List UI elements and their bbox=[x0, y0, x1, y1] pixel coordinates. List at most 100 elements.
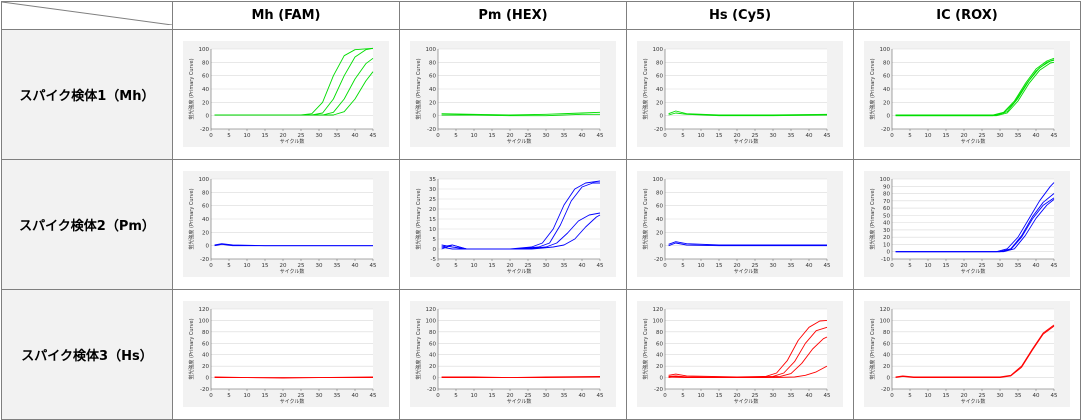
x-tick-label: 30 bbox=[770, 133, 777, 139]
y-tick-label: -20 bbox=[200, 257, 209, 263]
y-tick-label: 0 bbox=[887, 113, 891, 119]
chart-cell: -20 0 20 40 60 80 100 0 5 10 15 20 25 30 35 40 45 サイクル数 蛍光… bbox=[626, 29, 854, 160]
x-tick-label: 20 bbox=[280, 263, 287, 269]
x-tick-label: 35 bbox=[788, 263, 795, 269]
x-tick-label: 15 bbox=[716, 133, 723, 139]
x-tick-label: 25 bbox=[525, 393, 532, 399]
x-tick-label: 15 bbox=[489, 263, 496, 269]
y-tick-label: 80 bbox=[429, 60, 436, 66]
x-tick-label: 35 bbox=[334, 263, 341, 269]
y-tick-label: 60 bbox=[656, 341, 663, 347]
x-tick-label: 45 bbox=[824, 133, 831, 139]
x-tick-label: 5 bbox=[227, 133, 231, 139]
y-tick-label: 20 bbox=[202, 364, 209, 370]
y-tick-label: 20 bbox=[883, 235, 890, 241]
amplification-curve bbox=[441, 111, 601, 115]
y-tick-label: 100 bbox=[653, 47, 664, 53]
x-tick-label: 45 bbox=[824, 393, 831, 399]
chart-cell: -20 0 20 40 60 80 100 0 5 10 15 20 25 30 35 40 45 サイクル数 蛍光… bbox=[853, 29, 1081, 160]
x-tick-label: 40 bbox=[806, 133, 813, 139]
x-tick-label: 45 bbox=[1051, 393, 1058, 399]
y-tick-label: 80 bbox=[202, 60, 209, 66]
x-tick-label: 15 bbox=[262, 263, 269, 269]
x-tick-label: 25 bbox=[979, 393, 986, 399]
y-axis-label: 蛍光強度 (Primary Curve) bbox=[415, 318, 422, 379]
x-tick-label: 45 bbox=[1051, 263, 1058, 269]
x-tick-label: 10 bbox=[244, 133, 251, 139]
x-tick-label: 20 bbox=[280, 133, 287, 139]
column-header-hs: Hs (Cy5) bbox=[626, 1, 854, 30]
y-tick-label: 40 bbox=[883, 87, 890, 93]
x-axis-label: サイクル数 bbox=[734, 398, 759, 405]
y-tick-label: 90 bbox=[883, 184, 890, 190]
x-tick-label: 45 bbox=[370, 393, 377, 399]
y-tick-label: 20 bbox=[202, 230, 209, 236]
y-axis-label: 蛍光強度 (Primary Curve) bbox=[869, 188, 876, 249]
y-tick-label: 20 bbox=[656, 230, 663, 236]
y-tick-label: 40 bbox=[883, 352, 890, 358]
x-tick-label: 30 bbox=[543, 133, 550, 139]
y-axis-label: 蛍光強度 (Primary Curve) bbox=[188, 188, 195, 249]
y-axis-label: 蛍光強度 (Primary Curve) bbox=[869, 58, 876, 119]
x-tick-label: 20 bbox=[280, 393, 287, 399]
y-tick-label: 80 bbox=[202, 190, 209, 196]
y-tick-label: 40 bbox=[429, 87, 436, 93]
y-tick-label: 80 bbox=[202, 329, 209, 335]
y-tick-label: 100 bbox=[880, 318, 891, 324]
y-tick-label: 40 bbox=[656, 87, 663, 93]
x-tick-label: 0 bbox=[209, 393, 213, 399]
y-tick-label: 50 bbox=[883, 213, 890, 219]
y-tick-label: -20 bbox=[200, 387, 209, 393]
y-tick-label: 20 bbox=[656, 364, 663, 370]
x-tick-label: 40 bbox=[579, 393, 586, 399]
x-tick-label: 40 bbox=[579, 133, 586, 139]
x-tick-label: 45 bbox=[824, 263, 831, 269]
chart-cell: -20 0 20 40 60 80 100 0 5 10 15 20 25 30 35 40 45 サイクル数 蛍光… bbox=[172, 159, 400, 290]
x-tick-label: 45 bbox=[597, 393, 604, 399]
amplification-curve bbox=[441, 182, 600, 249]
x-axis-label: サイクル数 bbox=[280, 398, 305, 405]
y-tick-label: 60 bbox=[202, 203, 209, 209]
x-axis-label: サイクル数 bbox=[961, 268, 986, 275]
x-tick-label: 35 bbox=[561, 393, 568, 399]
x-tick-label: 20 bbox=[961, 133, 968, 139]
y-tick-label: 10 bbox=[883, 242, 890, 248]
y-tick-label: 80 bbox=[883, 60, 890, 66]
x-tick-label: 30 bbox=[543, 263, 550, 269]
x-tick-label: 10 bbox=[925, 133, 932, 139]
x-tick-label: 0 bbox=[890, 393, 894, 399]
x-tick-label: 5 bbox=[908, 133, 912, 139]
x-tick-label: 15 bbox=[489, 133, 496, 139]
y-tick-label: 20 bbox=[429, 100, 436, 106]
x-tick-label: 25 bbox=[298, 393, 305, 399]
x-tick-label: 25 bbox=[752, 133, 759, 139]
x-tick-label: 40 bbox=[1033, 393, 1040, 399]
x-tick-label: 20 bbox=[734, 133, 741, 139]
y-tick-label: 60 bbox=[429, 341, 436, 347]
y-tick-label: 60 bbox=[656, 73, 663, 79]
x-tick-label: 40 bbox=[352, 133, 359, 139]
y-tick-label: 80 bbox=[883, 329, 890, 335]
x-tick-label: 10 bbox=[471, 263, 478, 269]
y-tick-label: 40 bbox=[656, 217, 663, 223]
y-tick-label: 100 bbox=[880, 177, 891, 183]
x-tick-label: 0 bbox=[663, 263, 667, 269]
x-tick-label: 15 bbox=[716, 393, 723, 399]
y-tick-label: 0 bbox=[660, 113, 664, 119]
y-tick-label: 35 bbox=[429, 177, 436, 183]
x-tick-label: 0 bbox=[436, 263, 440, 269]
y-tick-label: 20 bbox=[429, 364, 436, 370]
x-axis-label: サイクル数 bbox=[507, 138, 532, 145]
x-tick-label: 15 bbox=[943, 133, 950, 139]
y-tick-label: 20 bbox=[883, 364, 890, 370]
y-tick-label: -20 bbox=[654, 387, 663, 393]
y-tick-label: 5 bbox=[433, 237, 437, 243]
x-tick-label: 30 bbox=[997, 133, 1004, 139]
chart-cell: -5 0 5 10 15 20 25 30 35 0 5 10 15 20 25 30 35 40 45 サイクル数蛍… bbox=[399, 159, 627, 290]
x-tick-label: 10 bbox=[698, 263, 705, 269]
